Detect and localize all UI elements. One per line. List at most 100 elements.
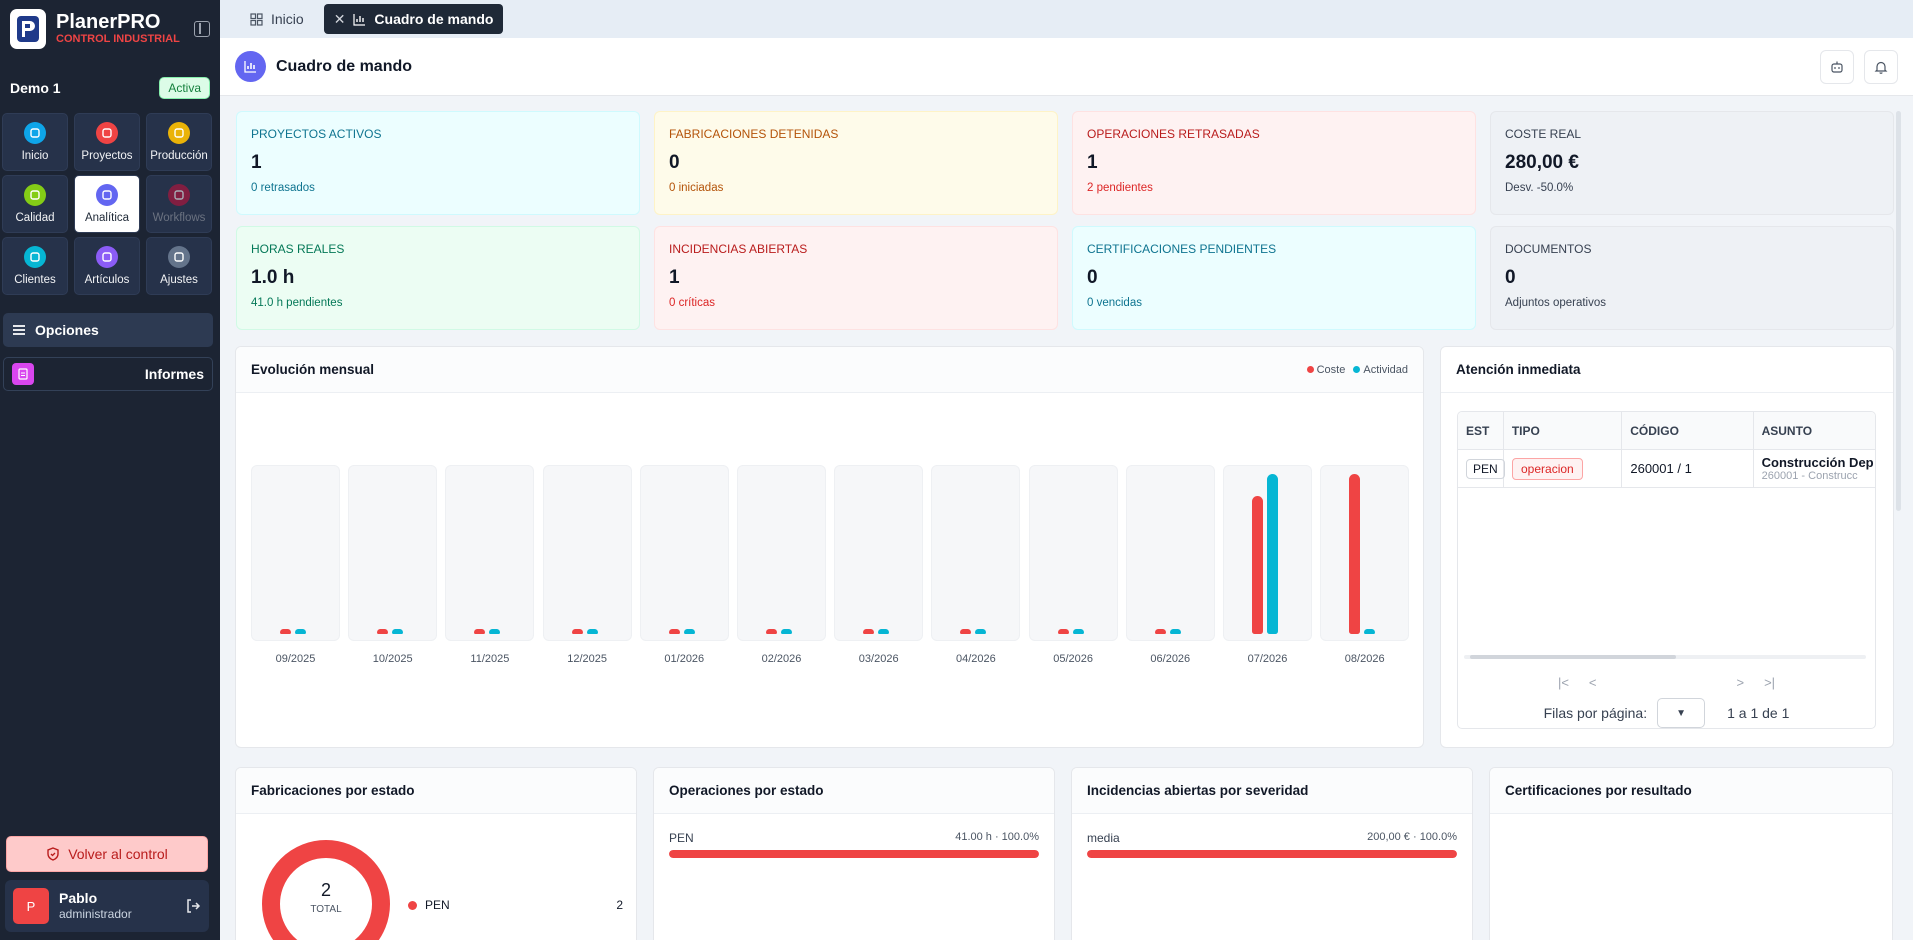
tab-label: Inicio [271, 11, 304, 27]
module-clientes[interactable]: Clientes [2, 237, 68, 295]
module-workflows[interactable]: Workflows [146, 175, 212, 233]
brand-name: PlanerPRO [56, 11, 161, 33]
x-tick-label: 09/2025 [275, 653, 316, 665]
kpi-card[interactable]: HORAS REALES 1.0 h 41.0 h pendientes [236, 226, 640, 330]
chart-column-bg [737, 465, 826, 641]
progress-label: PEN [669, 831, 694, 845]
module-label: Calidad [15, 212, 55, 224]
bar-actividad-12-2025[interactable] [586, 629, 598, 634]
bar-actividad-04-2026[interactable] [975, 629, 987, 634]
first-page-icon[interactable]: |< [1557, 675, 1569, 690]
kpi-label: COSTE REAL [1505, 127, 1582, 141]
bar-actividad-06-2026[interactable] [1169, 629, 1181, 634]
module-articulos[interactable]: Artículos [74, 237, 140, 295]
kpi-card[interactable]: CERTIFICACIONES PENDIENTES 0 0 vencidas [1072, 226, 1476, 330]
legend-item-actividad: Actividad [1353, 364, 1408, 376]
kpi-card[interactable]: FABRICACIONES DETENIDAS 0 0 iniciadas [654, 111, 1058, 215]
progress-fill [669, 850, 1039, 858]
panel-title: Evolución mensual [251, 362, 375, 377]
bar-actividad-01-2026[interactable] [683, 629, 695, 634]
donut-legend-item: PEN 2 [408, 898, 623, 912]
bar-actividad-07-2026[interactable] [1267, 474, 1278, 634]
x-tick-label: 11/2025 [470, 653, 510, 665]
table-row[interactable]: PEN operacion 260001 / 1 Construcción De… [1458, 450, 1875, 488]
kpi-card[interactable]: INCIDENCIAS ABIERTAS 1 0 críticas [654, 226, 1058, 330]
assistant-button[interactable] [1820, 49, 1854, 84]
bar-actividad-03-2026[interactable] [878, 629, 890, 634]
attention-panel: Atención inmediata EST TIPO CÓDIGO ASUNT… [1440, 346, 1894, 748]
bar-coste-06-2026[interactable] [1154, 629, 1166, 634]
bar-coste-11-2025[interactable] [474, 629, 486, 634]
tab-inicio[interactable]: Inicio [240, 4, 314, 34]
module-inicio[interactable]: Inicio [2, 113, 68, 171]
module-label: Proyectos [81, 150, 133, 162]
options-menu[interactable]: Opciones [3, 313, 213, 347]
column-header-tipo[interactable]: TIPO [1504, 412, 1623, 449]
x-tick-label: 08/2026 [1344, 653, 1385, 665]
module-ajustes[interactable]: Ajustes [146, 237, 212, 295]
kpi-value: 0 [669, 152, 680, 173]
table-horizontal-scrollbar[interactable] [1464, 655, 1866, 659]
status-badge: PEN [1466, 458, 1505, 479]
prev-page-icon[interactable]: < [1588, 675, 1597, 690]
module-produccion[interactable]: Producción [146, 113, 212, 171]
bar-coste-09-2025[interactable] [280, 629, 291, 634]
donut-total: 2 [320, 880, 331, 900]
bar-actividad-10-2025[interactable] [392, 629, 404, 634]
bar-coste-03-2026[interactable] [863, 629, 875, 634]
bar-actividad-05-2026[interactable] [1072, 629, 1084, 634]
kpi-card[interactable]: PROYECTOS ACTIVOS 1 0 retrasados [236, 111, 640, 215]
bar-actividad-08-2026[interactable] [1364, 629, 1376, 634]
bar-coste-10-2025[interactable] [377, 629, 389, 634]
bar-coste-02-2026[interactable] [766, 629, 777, 634]
reports-item[interactable]: Informes [3, 357, 213, 391]
bar-coste-12-2025[interactable] [571, 629, 583, 634]
grid-icon [24, 122, 46, 144]
kpi-sub: Adjuntos operativos [1505, 297, 1607, 309]
module-analitica[interactable]: Analítica [74, 175, 140, 233]
column-header-codigo[interactable]: CÓDIGO [1622, 412, 1754, 449]
bar-coste-04-2026[interactable] [960, 629, 972, 634]
chart-column-bg [251, 465, 340, 641]
back-to-control-button[interactable]: Volver al control [6, 836, 208, 872]
gear-icon [168, 246, 190, 268]
bar-coste-01-2026[interactable] [668, 629, 680, 634]
code-cell: 260001 / 1 [1622, 450, 1754, 487]
bar-coste-07-2026[interactable] [1252, 496, 1263, 634]
sidebar: PlanerPRO CONTROL INDUSTRIAL Demo 1 Acti… [0, 0, 220, 940]
kpi-card[interactable]: COSTE REAL 280,00 € Desv. -50.0% [1490, 111, 1894, 215]
x-tick-label: 12/2025 [567, 653, 607, 665]
notifications-button[interactable] [1864, 49, 1898, 84]
column-header-asunto[interactable]: ASUNTO [1761, 423, 1813, 438]
close-icon[interactable]: ✕ [333, 10, 346, 27]
logout-icon[interactable] [185, 898, 201, 914]
bar-coste-08-2026[interactable] [1349, 474, 1361, 634]
page-scrollbar[interactable] [1896, 111, 1901, 511]
chart-legend: Coste Actividad [1306, 364, 1408, 376]
org-selector[interactable]: Demo 1 Activa [0, 70, 220, 106]
tab-cuadro-de-mando[interactable]: ✕ Cuadro de mando [323, 4, 504, 34]
kpi-label: INCIDENCIAS ABIERTAS [669, 242, 808, 256]
kpi-card[interactable]: OPERACIONES RETRASADAS 1 2 pendientes [1072, 111, 1476, 215]
rows-per-page-select[interactable]: ▼ [1657, 698, 1706, 728]
column-header-est[interactable]: EST [1458, 412, 1504, 449]
box-icon [96, 246, 118, 268]
users-icon [24, 246, 46, 268]
kpi-value: 1 [1087, 152, 1098, 173]
module-calidad[interactable]: Calidad [2, 175, 68, 233]
kpi-card[interactable]: DOCUMENTOS 0 Adjuntos operativos [1490, 226, 1894, 330]
kpi-sub: 0 críticas [669, 297, 716, 309]
module-proyectos[interactable]: Proyectos [74, 113, 140, 171]
sidebar-collapse-icon[interactable] [194, 20, 210, 37]
panel-title: Operaciones por estado [669, 783, 824, 798]
robot-icon [1831, 61, 1843, 73]
bar-actividad-11-2025[interactable] [489, 629, 501, 634]
bar-actividad-02-2026[interactable] [781, 629, 792, 634]
kpi-sub: 41.0 h pendientes [251, 297, 343, 309]
kpi-label: FABRICACIONES DETENIDAS [669, 127, 839, 141]
bar-coste-05-2026[interactable] [1057, 629, 1069, 634]
bar-actividad-09-2025[interactable] [295, 629, 306, 634]
last-page-icon[interactable]: >| [1764, 675, 1776, 690]
next-page-icon[interactable]: > [1736, 675, 1745, 690]
brand: PlanerPRO CONTROL INDUSTRIAL [0, 0, 220, 57]
